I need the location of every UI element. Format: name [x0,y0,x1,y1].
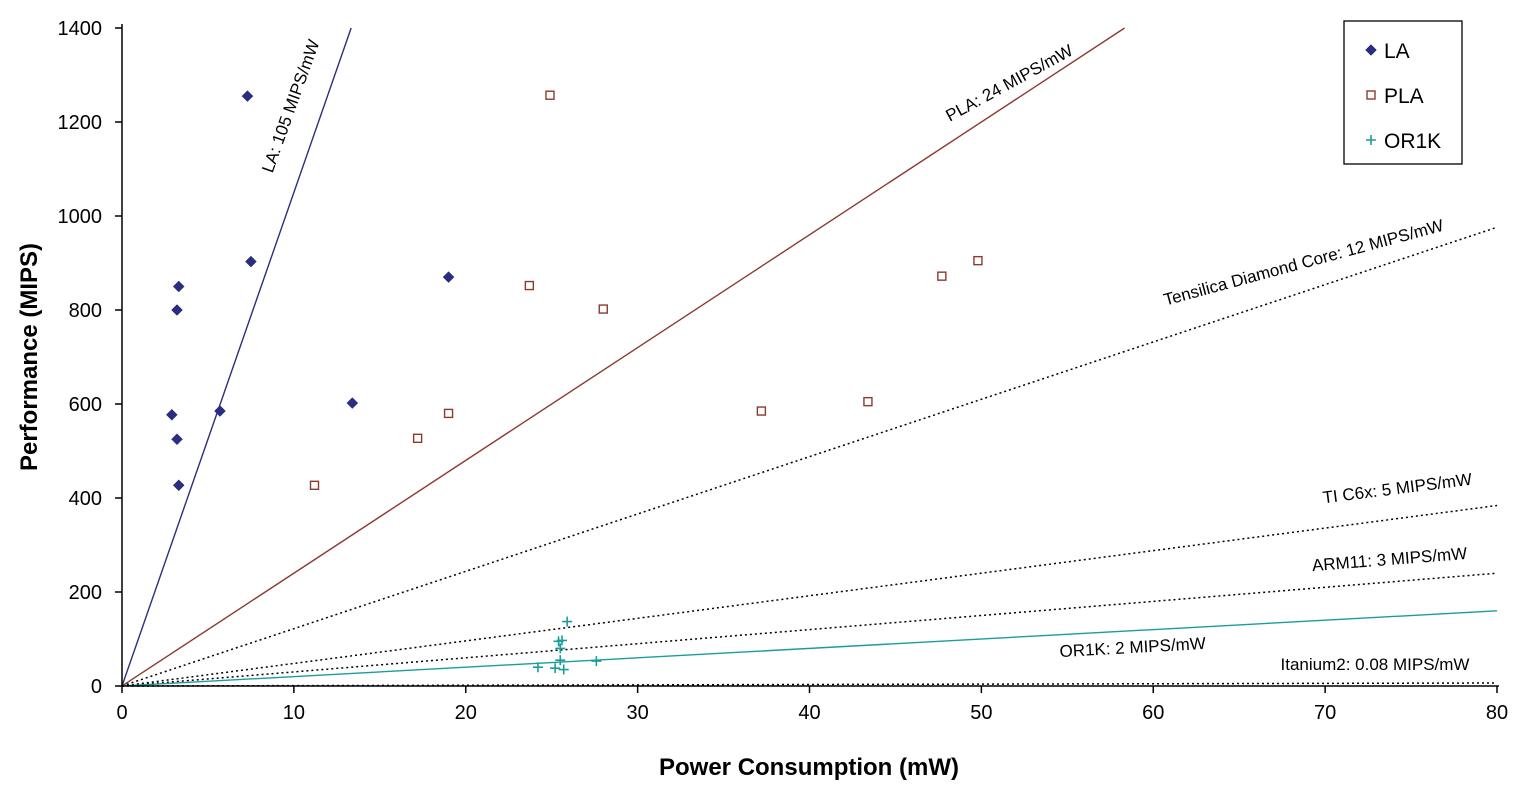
data-point-or1k [558,664,569,675]
x-tick-label: 30 [627,702,649,724]
reference-line-label-0: LA: 105 MIPS/mW [258,37,323,175]
data-point-or1k [557,635,567,646]
y-tick-label: 400 [69,488,102,510]
reference-line-label-3: TI C6x: 5 MIPS/mW [1322,470,1473,508]
data-point-la [214,405,226,417]
data-point-pla [973,255,983,266]
y-tick-label: 0 [91,676,102,698]
legend-marker-or1k [1366,135,1376,145]
data-point-or1k [555,643,566,654]
reference-line-label-6: Itanium2: 0.08 MIPS/mW [1281,655,1470,674]
x-axis-title: Power Consumption (mW) [659,754,959,781]
legend-box [1343,20,1463,165]
data-point-la [346,397,359,409]
reference-line-label-2: Tensilica Diamond Core: 12 MIPS/mW [1162,216,1446,310]
legend: LA PLA OR1K [1343,20,1463,165]
data-point-or1k [532,662,543,673]
reference-line-2 [121,226,1498,687]
data-point-pla [863,396,873,407]
x-tick-label: 0 [116,702,127,724]
reference-line-1 [121,27,1125,687]
legend-label-pla: PLA [1384,85,1424,108]
data-point-la [171,304,183,316]
reference-line-label-1: PLA: 24 MIPS/mW [943,41,1077,126]
y-tick-label: 1400 [58,18,103,40]
data-point-la [171,433,183,446]
y-axis-title: Performance (MIPS) [16,243,43,471]
reference-line-6 [121,682,1498,687]
data-point-pla [598,304,608,314]
x-tick-label: 60 [1142,702,1164,724]
data-point-or1k [555,655,566,666]
data-point-or1k [591,656,602,667]
x-tick-label: 80 [1486,702,1508,724]
x-tick-label: 10 [283,702,305,724]
x-tick-label: 50 [970,702,992,724]
y-tick-label: 600 [69,394,102,416]
data-point-pla [412,433,423,444]
data-point-pla [545,90,555,100]
data-point-or1k [550,663,561,674]
x-tick-label: 40 [798,702,820,724]
y-tick-label: 200 [69,582,102,604]
y-tick-label: 800 [69,300,102,322]
data-point-la [442,271,455,283]
x-tick-label: 20 [455,702,477,724]
axes: 0 10 20 30 40 50 60 70 8002004006008001000120014… [58,18,1509,724]
data-point-la [172,280,185,293]
legend-marker-la [1365,44,1377,56]
data-points [165,90,983,675]
legend-marker-pla [1366,90,1376,100]
y-tick-label: 1200 [58,112,103,134]
data-point-pla [309,480,320,491]
reference-line-label-4: ARM11: 3 MIPS/mW [1311,544,1468,575]
x-tick-label: 70 [1314,702,1336,724]
data-point-la [241,90,254,103]
legend-label-or1k: OR1K [1384,130,1441,153]
data-point-la [245,255,257,268]
legend-label-la: LA [1384,40,1410,63]
data-point-la [172,479,185,492]
data-point-pla [443,408,454,419]
reference-line-5 [121,610,1498,687]
reference-line-3 [121,504,1498,687]
y-tick-label: 1000 [58,206,103,228]
data-point-pla [937,271,947,281]
data-point-la [165,408,178,421]
data-point-pla [756,406,767,416]
data-point-or1k [562,616,573,627]
reference-line-0 [121,27,352,687]
reference-line-label-5: OR1K: 2 MIPS/mW [1059,634,1206,661]
data-point-pla [524,280,535,291]
reference-lines: LA: 105 MIPS/mW PLA: 24 MIPS/mW Tensilica … [121,27,1498,687]
